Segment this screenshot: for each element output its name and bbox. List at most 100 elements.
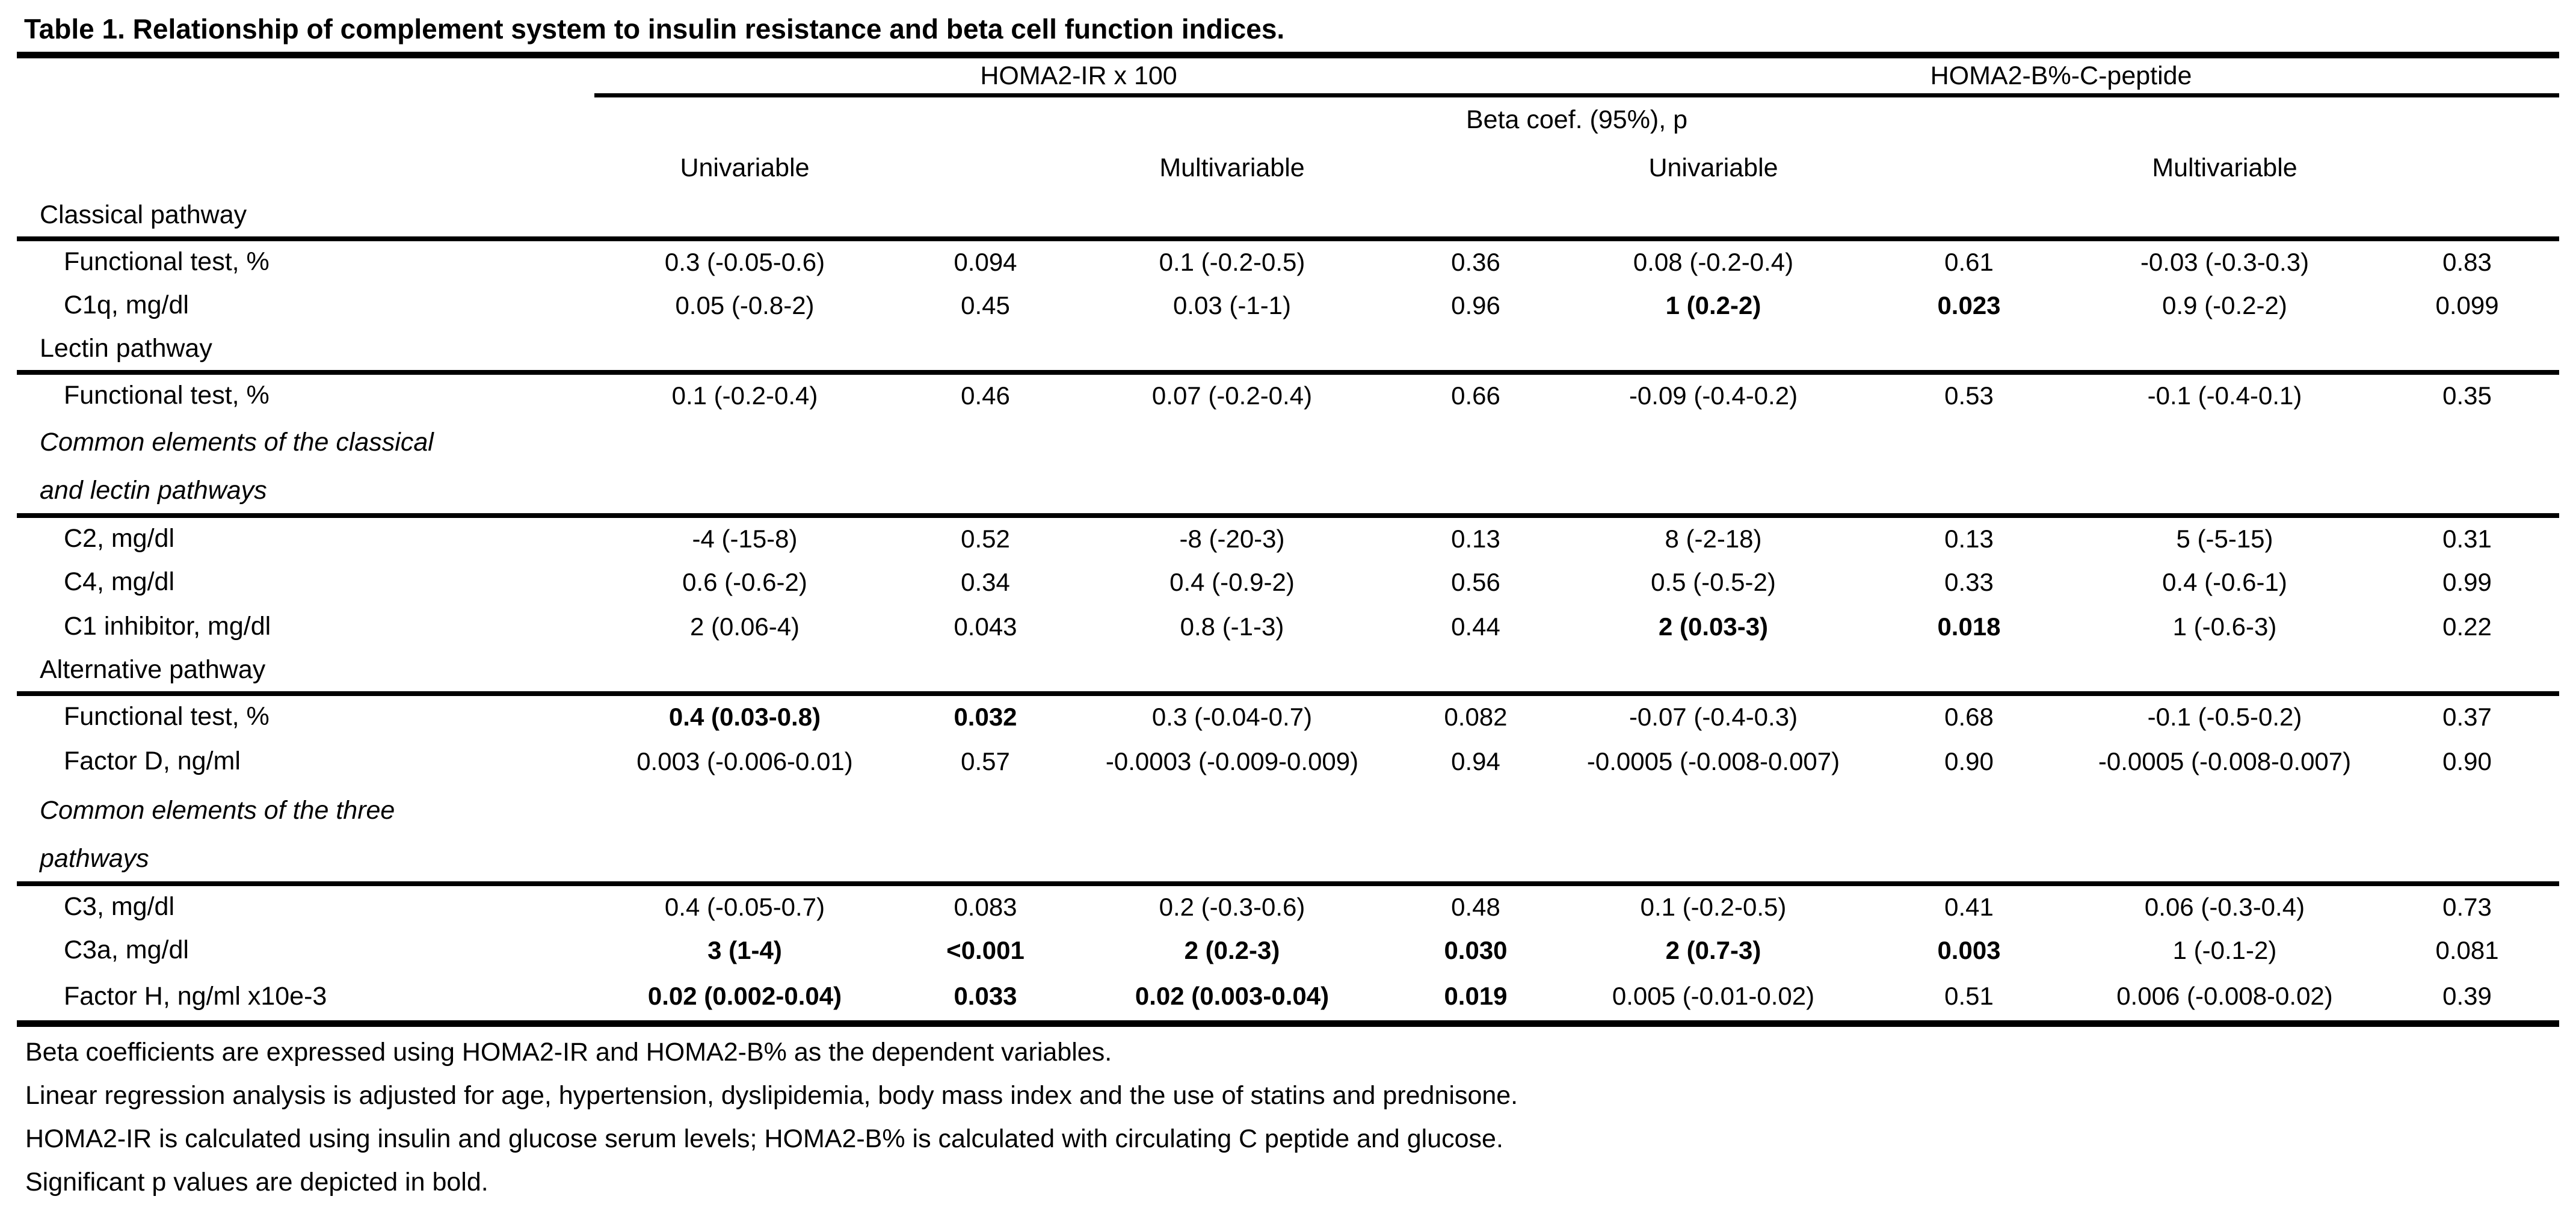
cell: 2 (0.06-4) [689,612,800,641]
cell: 0.094 [954,247,1017,276]
cell: 0.019 [1388,972,1563,1027]
cell: <0.001 [946,935,1025,964]
table-row: C1 inhibitor, mg/dl 2 (0.06-4) 0.043 0.8… [17,605,2559,649]
cell: 0.56 [1451,567,1500,596]
cell: 0.03 (-1-1) [1172,291,1292,319]
cell: 0.5 (-0.5-2) [1651,567,1776,596]
cell: 0.13 [1944,524,1994,553]
cell: -0.09 (-0.4-0.2) [1628,381,1798,410]
cell: -4 (-15-8) [692,524,798,553]
cell: 0.02 (0.003-0.04) [1076,972,1388,1027]
cell: 0.45 [961,291,1010,319]
cell: 0.96 [1451,291,1500,319]
sub-header-univariable-ir: Univariable [680,153,810,182]
cell: 2 (0.03-3) [1658,612,1769,641]
cell: -0.03 (-0.3-0.3) [2140,247,2309,276]
cell: 0.8 (-1-3) [1180,612,1284,641]
cell: 0.99 [2442,567,2492,596]
cell: 0.4 (-0.6-1) [2162,567,2287,596]
empty-cell [17,96,594,143]
cell: 0.3 (-0.04-0.7) [1151,702,1313,731]
corner-cell [17,55,594,96]
cell: 0.48 [1451,892,1500,921]
cell: 0.94 [1451,747,1500,775]
cell: 0.3 (-0.05-0.6) [664,247,825,276]
cell: 1 (0.2-2) [1665,291,1761,319]
cell: 0.030 [1444,935,1508,964]
cell: 5 (-5-15) [2176,524,2273,553]
empty-cell [1864,143,2074,194]
cell: 0.66 [1451,381,1500,410]
cell: 0.005 (-0.01-0.02) [1563,972,1864,1027]
cell: 0.043 [954,612,1017,641]
cell: 0.36 [1451,247,1500,276]
row-label: C4, mg/dl [64,567,175,596]
cell: 0.1 (-0.2-0.4) [671,381,818,410]
cell: 1 (-0.6-3) [2172,612,2277,641]
cell: 0.081 [2435,935,2499,964]
empty-cell [2375,143,2559,194]
footnote-adjustments: Linear regression analysis is adjusted f… [25,1081,1518,1110]
cell: -0.0005 (-0.008-0.007) [1586,747,1840,775]
cell: 0.032 [954,702,1017,731]
section-row-common-three-line2: pathways [17,836,2560,886]
cell: 0.018 [1937,612,2001,641]
cell: 0.1 (-0.2-0.5) [1159,247,1305,276]
cell: 0.13 [1451,524,1500,553]
section-label: Common elements of the three [40,796,395,825]
cell: 0.22 [2442,612,2492,641]
section-row-common-classical-lectin-line2: and lectin pathways [17,468,2560,518]
row-label: C2, mg/dl [64,524,175,553]
table-row: C3, mg/dl 0.4 (-0.05-0.7) 0.083 0.2 (-0.… [17,884,2559,928]
cell: 0.52 [961,524,1010,553]
footnotes: Beta coefficients are expressed using HO… [25,1031,2559,1204]
cell: 0.4 (-0.05-0.7) [664,892,825,921]
table-row: C2, mg/dl -4 (-15-8) 0.52 -8 (-20-3) 0.1… [17,516,2559,560]
table-row: C1q, mg/dl 0.05 (-0.8-2) 0.45 0.03 (-1-1… [17,283,2559,328]
cell: 0.07 (-0.2-0.4) [1151,381,1313,410]
cell: 0.41 [1944,892,1994,921]
group-header-homa2-b: HOMA2-B%-C-peptide [1563,55,2560,97]
cell: 1 (-0.1-2) [2172,935,2277,964]
section-label: Lectin pathway [17,327,2560,375]
table-row: C3a, mg/dl 3 (1-4) <0.001 2 (0.2-3) 0.03… [17,928,2559,973]
section-label: Classical pathway [17,194,2560,241]
cell: 3 (1-4) [707,935,782,964]
cell: 8 (-2-18) [1665,524,1762,553]
cell: 0.53 [1944,381,1994,410]
cell: -0.1 (-0.4-0.1) [2147,381,2302,410]
footnote-significance: Significant p values are depicted in bol… [25,1168,488,1197]
empty-cell [895,143,1076,194]
row-label: Functional test, % [64,381,270,410]
section-row-classical-pathway: Classical pathway [17,194,2560,241]
beta-coef-header: Beta coef. (95%), p [1465,105,1688,134]
group-header-homa2-ir: HOMA2-IR x 100 [594,55,1563,97]
cell: 0.4 (0.03-0.8) [668,702,821,731]
cell: 0.33 [1944,567,1994,596]
row-label: C3, mg/dl [64,892,175,921]
cell: 0.46 [961,381,1010,410]
cell: 0.31 [2442,524,2492,553]
section-row-common-classical-lectin-line1: Common elements of the classical [17,417,2559,469]
cell: 0.099 [2435,291,2499,319]
table-row: Functional test, % 0.3 (-0.05-0.6) 0.094… [17,239,2559,283]
cell: 0.003 (-0.006-0.01) [636,747,853,775]
cell: 0.9 (-0.2-2) [2162,291,2287,319]
cell: -0.1 (-0.5-0.2) [2147,702,2302,731]
row-label: C1 inhibitor, mg/dl [64,612,271,641]
cell: 0.082 [1444,702,1508,731]
table-row: C4, mg/dl 0.6 (-0.6-2) 0.34 0.4 (-0.9-2)… [17,560,2559,605]
results-table: HOMA2-IR x 100 HOMA2-B%-C-peptide Beta c… [17,52,2560,1027]
beta-header-row: Beta coef. (95%), p [17,96,2559,143]
table-row: Factor D, ng/ml 0.003 (-0.006-0.01) 0.57… [17,738,2559,785]
sub-header-multivariable-b: Multivariable [2152,153,2297,182]
cell: 0.73 [2442,892,2492,921]
cell: 0.083 [954,892,1017,921]
cell: 0.35 [2442,381,2492,410]
cell: 0.61 [1944,247,1994,276]
row-label: Functional test, % [64,702,270,731]
cell: 0.4 (-0.9-2) [1169,567,1295,596]
cell: -0.07 (-0.4-0.3) [1628,702,1798,731]
cell: 0.57 [961,747,1010,775]
